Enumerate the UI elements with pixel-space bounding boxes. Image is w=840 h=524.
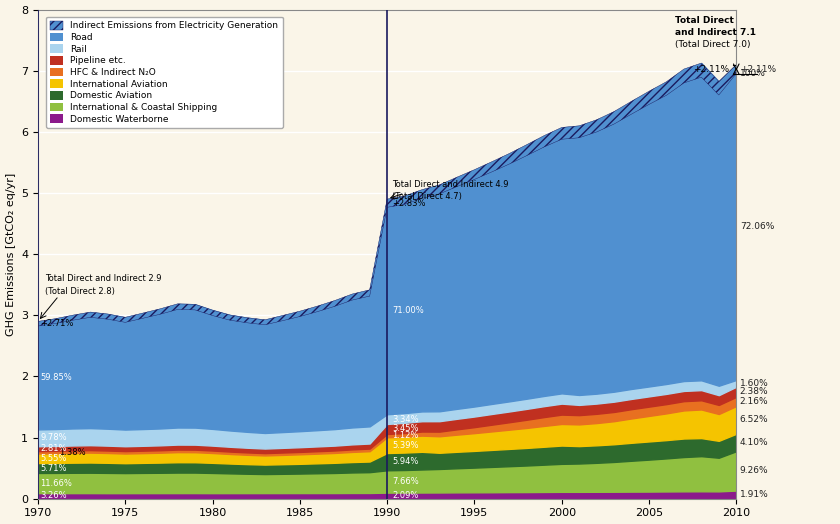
Text: 2.16%: 2.16%	[740, 397, 769, 406]
Text: (Total Direct 4.7): (Total Direct 4.7)	[392, 192, 462, 201]
Text: Total Direct and Indirect 2.9: Total Direct and Indirect 2.9	[45, 275, 161, 283]
Text: 2.38%: 2.38%	[740, 387, 769, 396]
Text: and Indirect 7.1: and Indirect 7.1	[675, 28, 756, 37]
Text: 1.60%: 1.60%	[740, 379, 769, 388]
Text: 7.66%: 7.66%	[392, 477, 419, 486]
Text: 5.55%: 5.55%	[40, 454, 67, 463]
Text: 71.00%: 71.00%	[392, 306, 424, 315]
Y-axis label: GHG Emissions [GtCO₂ eq/yr]: GHG Emissions [GtCO₂ eq/yr]	[6, 172, 16, 336]
Text: 2.81%: 2.81%	[40, 444, 67, 453]
Text: 3.34%: 3.34%	[392, 414, 419, 423]
Text: 59.85%: 59.85%	[40, 373, 72, 382]
Text: +2.11%: +2.11%	[740, 64, 776, 73]
Text: 9.78%: 9.78%	[40, 433, 67, 442]
Text: 4.10%: 4.10%	[740, 438, 769, 447]
Text: 1.91%: 1.91%	[740, 490, 769, 499]
Text: 2.09%: 2.09%	[392, 491, 418, 500]
Legend: Indirect Emissions from Electricity Generation, Road, Rail, Pipeline etc., HFC &: Indirect Emissions from Electricity Gene…	[46, 17, 283, 128]
Text: Total Direct and Indirect 4.9: Total Direct and Indirect 4.9	[392, 180, 509, 189]
Text: 3.45%: 3.45%	[392, 424, 419, 433]
Text: 6.52%: 6.52%	[740, 416, 769, 424]
Text: 1.38%: 1.38%	[59, 448, 86, 457]
Text: 1.12%: 1.12%	[392, 431, 418, 440]
Text: 72.06%: 72.06%	[740, 222, 774, 231]
Text: 9.26%: 9.26%	[740, 466, 769, 475]
Text: 3.26%: 3.26%	[40, 492, 67, 500]
Text: (Total Direct 2.8): (Total Direct 2.8)	[45, 287, 115, 296]
Text: 11.66%: 11.66%	[40, 478, 72, 487]
Text: +2.71%: +2.71%	[40, 319, 74, 328]
Text: 100%: 100%	[740, 69, 765, 78]
Text: 5.94%: 5.94%	[392, 457, 418, 466]
Text: Total Direct: Total Direct	[675, 16, 734, 25]
Text: 5.39%: 5.39%	[392, 441, 419, 450]
Text: (Total Direct 7.0): (Total Direct 7.0)	[675, 40, 751, 49]
Text: +2.83%: +2.83%	[392, 199, 426, 208]
Text: 5.71%: 5.71%	[40, 464, 67, 473]
Text: +2.11%: +2.11%	[693, 64, 729, 73]
